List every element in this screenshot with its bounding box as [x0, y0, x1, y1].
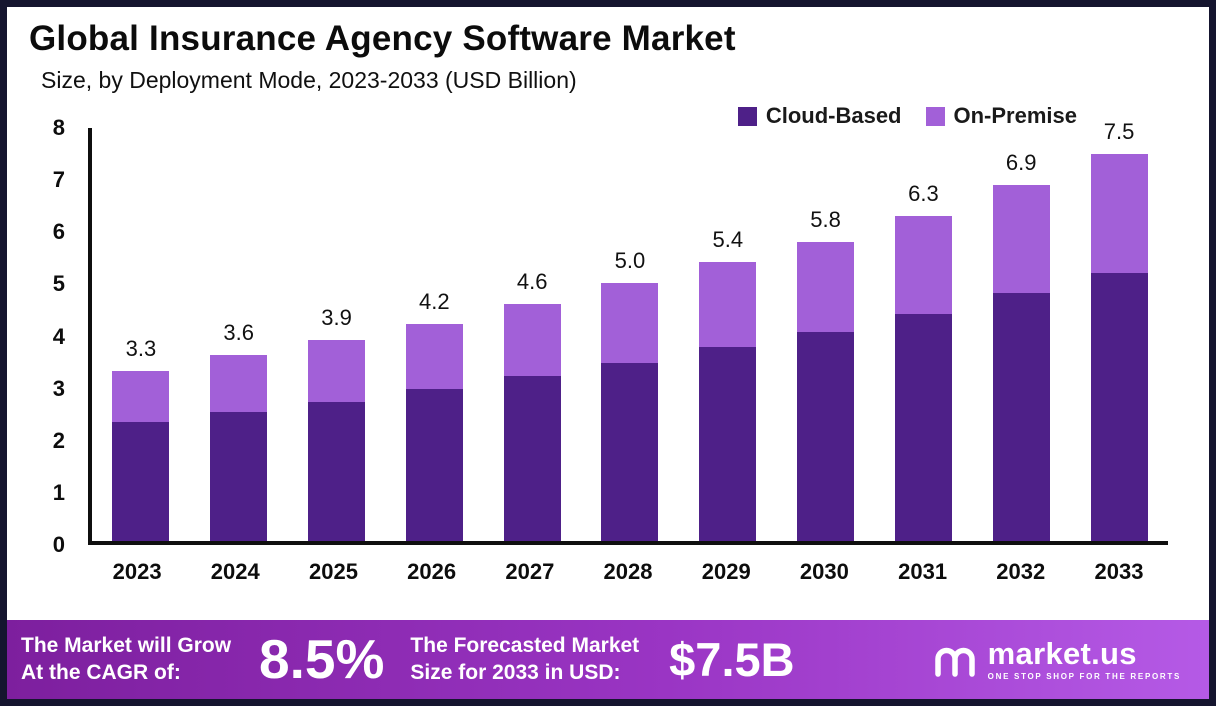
x-axis-label: 2027 [505, 559, 555, 584]
segment-on-premise [308, 339, 366, 402]
chart-legend: Cloud-Based On-Premise [737, 103, 1078, 129]
segment-on-premise [1090, 153, 1148, 273]
cagr-label: The Market will Grow At the CAGR of: [21, 633, 232, 684]
bar-value-label: 3.3 [125, 335, 157, 361]
x-axis-label: 2033 [1094, 559, 1144, 584]
x-axis-label: 2028 [603, 559, 653, 584]
bar-value-label: 3.9 [321, 304, 352, 330]
legend-item-cloud-based: Cloud-Based [737, 103, 902, 129]
bar-group-2024: 3.6 [190, 128, 288, 541]
bar-group-2029: 5.4 [679, 128, 777, 541]
page-subtitle: Size, by Deployment Mode, 2023-2033 (USD… [41, 67, 577, 93]
segment-cloud-based [894, 313, 952, 541]
brand-tagline: ONE STOP SHOP FOR THE REPORTS [987, 672, 1181, 681]
y-axis-tick-label: 0 [52, 532, 65, 557]
y-axis-tick-label: 4 [52, 323, 65, 349]
legend-label: On-Premise [953, 103, 1078, 128]
y-axis-tick-label: 1 [52, 479, 65, 505]
bar-group-2031: 6.3 [875, 128, 973, 541]
x-axis-label: 2023 [112, 559, 162, 584]
market-us-logo-icon [932, 642, 978, 678]
x-axis-label: 2026 [407, 559, 457, 584]
segment-cloud-based [503, 375, 561, 541]
segment-cloud-based [1090, 272, 1148, 541]
footer-banner: The Market will Grow At the CAGR of: 8.5… [7, 620, 1209, 699]
bar-value-label: 4.2 [419, 289, 450, 315]
bar-group-2023: 3.3 [92, 128, 190, 541]
bar-stack [308, 339, 366, 541]
segment-cloud-based [210, 411, 268, 541]
segment-on-premise [405, 324, 463, 389]
bar-group-2028: 5.0 [581, 128, 679, 541]
bar-group-2032: 6.9 [972, 128, 1070, 541]
segment-on-premise [112, 370, 170, 423]
segment-cloud-based [601, 362, 659, 541]
segment-cloud-based [308, 401, 366, 541]
bar-value-label: 6.3 [908, 180, 939, 206]
y-axis: 0 1 2 3 4 5 6 7 8 [7, 115, 81, 557]
market-us-logo: market.us ONE STOP SHOP FOR THE REPORTS [932, 638, 1193, 681]
bar-stack [503, 303, 561, 541]
market-us-logo-text: market.us ONE STOP SHOP FOR THE REPORTS [988, 638, 1181, 681]
legend-swatch-on-premise [925, 106, 945, 126]
bar-value-label: 5.8 [810, 206, 841, 232]
y-axis-tick-label: 6 [52, 219, 65, 245]
bar-group-2033: 7.5 [1070, 119, 1168, 541]
bar-group-2030: 5.8 [777, 128, 875, 541]
chart-plot: 3.3 3.6 3.9 4.2 4.6 5.0 5.4 5.8 6.3 6.9 7.5 [88, 119, 1168, 545]
y-axis-tick-label: 7 [52, 167, 65, 193]
bar-stack [405, 324, 463, 541]
bar-group-2025: 3.9 [288, 128, 386, 541]
bar-stack [1090, 153, 1148, 541]
segment-cloud-based [797, 331, 855, 541]
x-axis-label: 2031 [898, 559, 948, 584]
bar-stack [699, 262, 757, 541]
bar-stack [112, 370, 170, 541]
x-axis: 2023 2024 2025 2026 2027 2028 2029 2030 2031 2032… [88, 559, 1168, 585]
x-axis-label: 2029 [701, 559, 751, 584]
segment-on-premise [992, 184, 1050, 294]
legend-swatch-cloud-based [737, 106, 757, 126]
cagr-value: 8.5% [259, 628, 385, 690]
bar-value-label: 4.6 [516, 268, 548, 294]
segment-on-premise [797, 241, 855, 332]
forecast-value: $7.5B [669, 633, 795, 686]
forecast-label: The Forecasted Market Size for 2033 in U… [410, 633, 640, 684]
segment-on-premise [699, 262, 757, 348]
bar-group-2027: 4.6 [483, 128, 581, 541]
x-axis-label: 2025 [308, 559, 358, 584]
bar-stack [210, 355, 268, 541]
segment-on-premise [601, 282, 659, 363]
brand-name: market.us [987, 636, 1137, 671]
bar-value-label: 5.0 [614, 247, 646, 273]
segment-on-premise [210, 355, 268, 412]
legend-item-on-premise: On-Premise [925, 103, 1078, 129]
y-axis-tick-label: 2 [52, 427, 65, 453]
bar-value-label: 6.9 [1005, 149, 1037, 175]
segment-cloud-based [992, 293, 1050, 541]
bars-area: 3.3 3.6 3.9 4.2 4.6 5.0 5.4 5.8 6.3 6.9 7.5 [92, 119, 1168, 541]
x-axis-label: 2030 [799, 559, 849, 584]
segment-cloud-based [405, 388, 463, 541]
bar-group-2026: 4.2 [385, 128, 483, 541]
segment-cloud-based [699, 347, 757, 541]
segment-on-premise [894, 215, 952, 314]
bar-value-label: 5.4 [712, 227, 744, 253]
y-axis-tick-label: 8 [52, 115, 65, 140]
bar-value-label: 3.6 [223, 320, 255, 346]
page-title: Global Insurance Agency Software Market [29, 19, 736, 58]
y-axis-tick-label: 5 [52, 271, 65, 297]
bar-stack [797, 241, 855, 541]
x-axis-label: 2024 [210, 559, 260, 584]
segment-on-premise [503, 303, 561, 376]
y-axis-tick-label: 3 [52, 375, 65, 401]
bar-stack [992, 184, 1050, 541]
bar-value-label: 7.5 [1103, 118, 1135, 144]
bar-stack [894, 215, 952, 541]
legend-label: Cloud-Based [765, 103, 902, 128]
segment-cloud-based [112, 422, 170, 541]
bar-stack [601, 282, 659, 541]
x-axis-label: 2032 [996, 559, 1046, 584]
